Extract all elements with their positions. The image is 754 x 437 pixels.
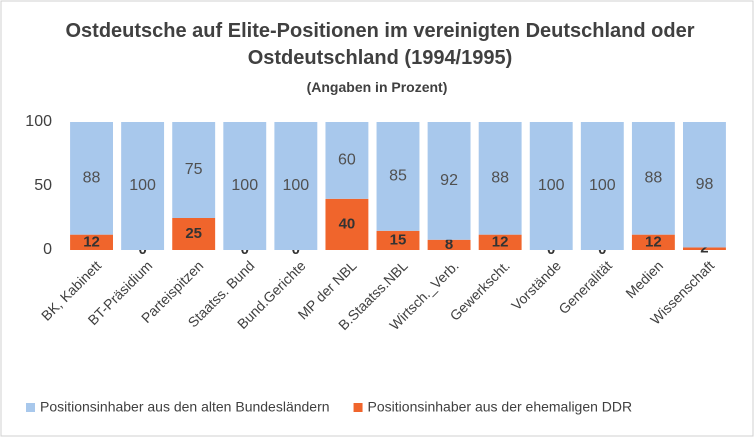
bar-segment [172, 218, 216, 250]
data-label: 85 [389, 168, 407, 185]
bar-segment [325, 198, 369, 250]
data-label: 100 [129, 177, 156, 194]
bar-segment [631, 122, 675, 235]
bar-segment [223, 122, 267, 250]
data-label: 12 [645, 233, 662, 250]
bar-segment [427, 122, 471, 240]
bar-segment [70, 234, 113, 250]
y-tick-label: 100 [25, 113, 52, 130]
legend-label: Positionsinhaber aus den alten Bundeslän… [40, 399, 330, 415]
x-tick-label: Medien [622, 257, 666, 301]
bar-segment [580, 122, 624, 250]
data-label: 92 [440, 172, 458, 189]
data-label: 100 [231, 177, 258, 194]
data-label: 40 [339, 215, 356, 232]
bar-segment [376, 122, 420, 231]
bar-segment [376, 230, 420, 250]
data-label: 15 [390, 231, 407, 248]
chart-subtitle: (Angaben in Prozent) [306, 79, 448, 95]
bar-segment [70, 122, 113, 235]
bar-segment [683, 247, 726, 250]
data-label: 100 [282, 177, 309, 194]
data-label: 88 [644, 170, 662, 187]
data-label: 88 [491, 170, 509, 187]
bar-segment [172, 122, 216, 218]
data-label: 12 [83, 233, 100, 250]
y-tick-label: 50 [34, 177, 52, 194]
data-label: 2 [700, 240, 708, 257]
data-label: 60 [338, 152, 356, 169]
bar-segment [478, 234, 522, 250]
legend-swatch [26, 403, 35, 412]
data-label: 98 [696, 176, 714, 193]
data-label: 25 [185, 225, 202, 242]
data-label: 88 [83, 170, 101, 187]
legend-swatch [353, 403, 363, 412]
bar-segment [683, 122, 726, 248]
bar-segment [529, 122, 573, 250]
bar-segment [631, 234, 675, 250]
data-label: 8 [445, 236, 453, 253]
x-tick-label: Generalität [555, 257, 615, 317]
data-label: 100 [589, 177, 616, 194]
bar-segment [478, 122, 522, 235]
bar-segment [274, 122, 318, 250]
chart-title: Ostdeutsche auf Elite-Positionen im vere… [65, 20, 695, 69]
data-label: 100 [538, 177, 565, 194]
legend-label: Positionsinhaber aus der ehemaligen DDR [368, 399, 633, 415]
bar-segment [325, 122, 369, 199]
data-label: 75 [185, 161, 203, 178]
data-label: 12 [492, 233, 509, 250]
y-tick-label: 0 [43, 241, 52, 258]
bar-segment [427, 239, 471, 250]
bar-segment [121, 122, 165, 250]
